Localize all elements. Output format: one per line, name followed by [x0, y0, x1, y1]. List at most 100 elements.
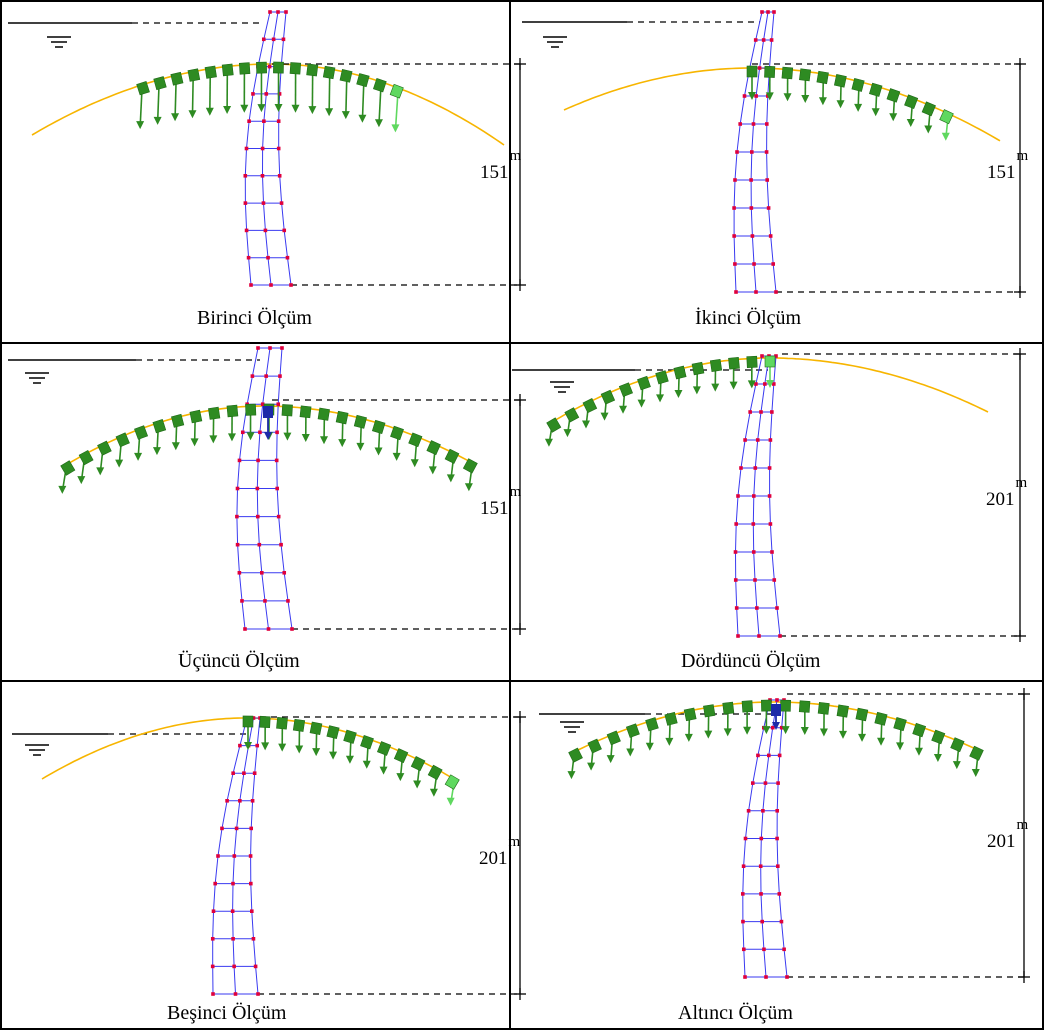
mesh-node [285, 255, 290, 260]
load-block [242, 715, 254, 728]
load-arrow-head [278, 743, 287, 752]
load-arrow-head [743, 726, 752, 735]
mesh-node [258, 430, 262, 435]
mesh-node [251, 716, 256, 720]
mesh-node [758, 864, 763, 868]
mesh-node [733, 262, 737, 266]
load-block [426, 440, 441, 456]
mesh-node [754, 290, 758, 294]
mesh-node [765, 122, 769, 126]
mesh-node [778, 634, 782, 638]
load-block [353, 414, 367, 429]
dam-panel-6 [539, 688, 1030, 983]
load-block [709, 358, 723, 372]
mesh-node [249, 881, 253, 886]
mesh-node [247, 119, 251, 123]
mesh-node [768, 438, 773, 442]
mesh-node [760, 354, 764, 358]
mesh-node [275, 430, 279, 435]
mesh-node [776, 864, 780, 868]
mesh-node [774, 354, 778, 358]
mesh-node [782, 947, 786, 952]
mesh-node [268, 346, 272, 350]
mesh-node [263, 599, 267, 603]
mesh-node [231, 937, 235, 941]
mesh-node [271, 37, 276, 42]
load-arrow-head [914, 747, 923, 756]
load-arrow-head [582, 420, 591, 429]
load-block [221, 63, 234, 77]
load-arrow-head [246, 432, 255, 441]
load-block [568, 747, 583, 763]
point-load-head [264, 432, 272, 440]
load-arrow-head [836, 100, 845, 109]
load-arrow-head [291, 104, 300, 113]
load-arrow-head [136, 121, 145, 130]
mesh-node [775, 698, 779, 702]
load-arrow-head [783, 93, 792, 102]
load-block [969, 745, 984, 761]
load-arrow-head [446, 474, 455, 483]
load-block [746, 355, 758, 368]
load-arrow-head [800, 726, 809, 735]
mesh-node [761, 38, 766, 42]
load-block [582, 398, 598, 414]
load-block [343, 729, 357, 744]
mesh-node [248, 854, 253, 858]
mesh-node [235, 486, 240, 491]
load-block [691, 361, 705, 376]
load-block [226, 404, 239, 418]
mesh-node [743, 975, 747, 979]
load-arrow-head [358, 114, 367, 123]
load-arrows [746, 65, 954, 141]
load-arrow-head [190, 438, 199, 447]
load-block [462, 458, 478, 474]
mesh-node [261, 201, 266, 205]
load-arrow-head [374, 447, 383, 456]
load-arrow-head [567, 771, 576, 780]
load-arrow-head [665, 737, 674, 746]
load-block [372, 78, 387, 93]
load-arrow-head [889, 113, 898, 122]
mesh-node [220, 826, 224, 831]
mesh-node [260, 571, 264, 575]
load-block [587, 738, 602, 754]
load-arrow-shaft [156, 83, 160, 123]
load-arrows [136, 61, 404, 133]
panel-divider-row2 [2, 680, 1042, 682]
load-block [781, 66, 794, 80]
mesh-node [733, 578, 738, 582]
load-arrow-head [748, 92, 756, 100]
load-arrow-head [329, 751, 338, 760]
mesh-node [210, 964, 215, 969]
mesh-node [211, 909, 216, 913]
mesh-node [759, 410, 763, 414]
load-arrow-shaft [139, 88, 143, 128]
load-arrow-head [464, 483, 473, 492]
load-arrow-head [413, 780, 422, 789]
mesh-node [231, 771, 235, 775]
load-arrow-head [854, 103, 863, 112]
mesh-node [282, 571, 287, 575]
load-arrow-shaft [345, 76, 348, 118]
arch-crest-curve [573, 701, 983, 753]
mesh-node [235, 542, 240, 547]
mesh-node [257, 542, 262, 547]
mesh-node [282, 228, 287, 233]
panel-caption-altinci: Altıncı Ölçüm [677, 1002, 794, 1025]
mesh-node [766, 206, 771, 210]
load-block [728, 356, 740, 370]
mesh-node [734, 606, 739, 610]
load-arrow-head [645, 742, 654, 751]
mesh-node [278, 374, 282, 378]
mesh-node [277, 92, 282, 96]
mesh-node [740, 892, 745, 896]
load-block [389, 83, 404, 99]
mesh-node [262, 119, 266, 123]
load-block [356, 73, 370, 88]
mesh-node [276, 402, 281, 406]
mesh-node [765, 178, 770, 182]
mesh-node [771, 262, 776, 266]
load-block [855, 707, 869, 722]
